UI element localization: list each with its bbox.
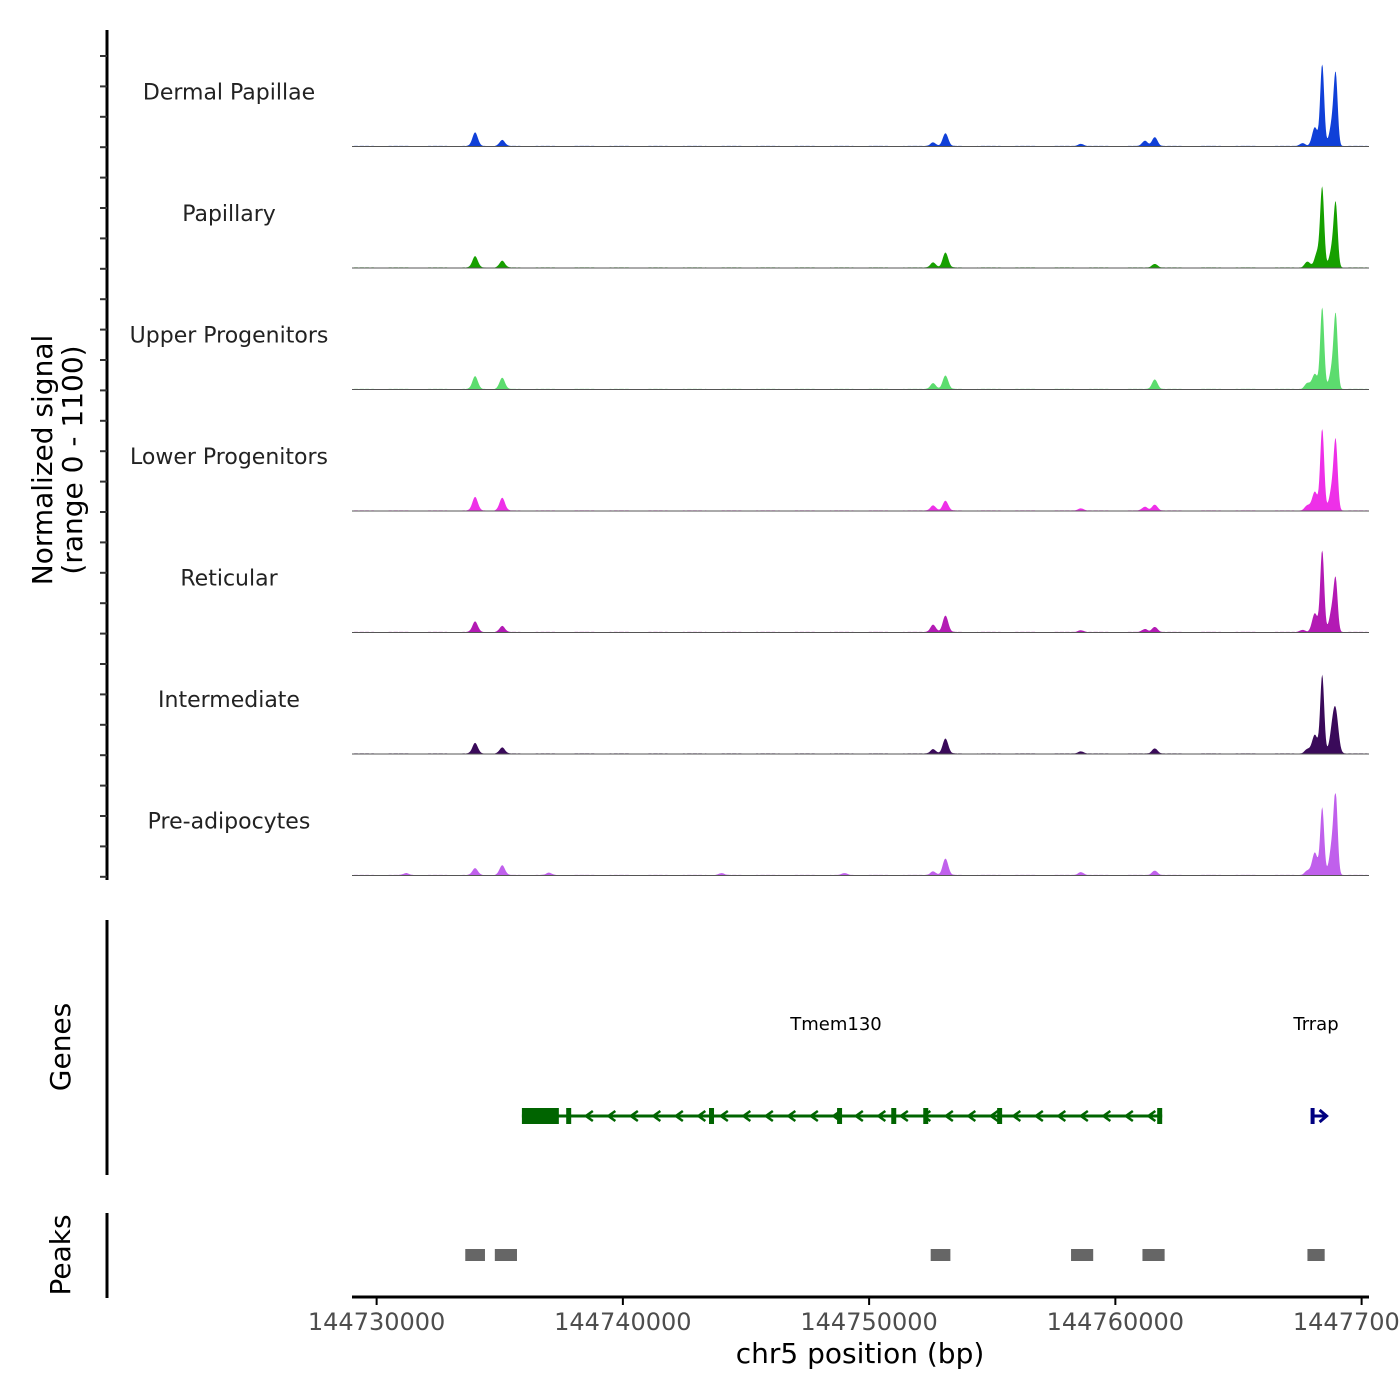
x-tick-label: 144760000	[1047, 1308, 1184, 1336]
strand-arrow	[696, 1109, 707, 1123]
signal-area	[352, 550, 1369, 633]
gene-label: Tmem130	[789, 1014, 882, 1035]
track-reticular: Reticular	[180, 550, 1369, 633]
peaks-panel-title: Peaks	[44, 1214, 77, 1295]
signal-area	[352, 307, 1369, 390]
strand-arrow	[673, 1109, 684, 1123]
strand-arrow	[786, 1109, 797, 1123]
gene-exon	[891, 1108, 897, 1124]
strand-arrow	[898, 1109, 909, 1123]
strand-arrow	[628, 1109, 639, 1123]
x-tick-label: 144750000	[800, 1308, 937, 1336]
strand-arrow	[966, 1109, 977, 1123]
gene-utr-block	[521, 1108, 559, 1124]
gene-exon	[997, 1108, 1003, 1124]
strand-arrow	[1011, 1109, 1022, 1123]
y-axis-title: Normalized signal(range 0 - 1100)	[26, 335, 89, 586]
genes-panel-title: Genes	[44, 1003, 77, 1091]
signal-area	[352, 64, 1369, 147]
strand-arrow	[808, 1109, 819, 1123]
track-intermediate: Intermediate	[158, 674, 1369, 755]
peak-region	[930, 1249, 951, 1261]
peak-region	[1142, 1249, 1165, 1261]
gene-trrap: Trrap	[1292, 1014, 1339, 1124]
signal-area	[352, 674, 1369, 754]
strand-arrow	[1101, 1109, 1112, 1123]
genes-panel: Genes Tmem130 Trrap	[44, 920, 1339, 1175]
track-dermal-papillae: Dermal Papillae	[143, 64, 1369, 147]
gene-exon	[1157, 1108, 1163, 1124]
x-axis: 144730000 144740000 144750000 144760000 1447…	[308, 1295, 1400, 1336]
strand-arrow	[1033, 1109, 1044, 1123]
signal-area	[352, 186, 1369, 268]
x-tick-label: 144770000	[1293, 1308, 1400, 1336]
strand-arrow	[853, 1109, 864, 1123]
strand-arrow	[763, 1109, 774, 1123]
gene-exon	[923, 1108, 929, 1124]
peak-region	[465, 1249, 485, 1261]
strand-arrow	[988, 1109, 999, 1123]
track-label: Reticular	[180, 567, 278, 592]
strand-arrow	[1078, 1109, 1089, 1123]
peak-region	[1307, 1249, 1325, 1261]
gene-exon	[1310, 1108, 1315, 1124]
signal-y-axis	[100, 30, 109, 880]
track-label: Upper Progenitors	[130, 324, 329, 349]
strand-arrow	[583, 1109, 594, 1123]
peak-region	[1071, 1249, 1094, 1261]
signal-area	[352, 429, 1369, 511]
peak-region	[494, 1249, 517, 1261]
track-lower-progenitors: Lower Progenitors	[130, 429, 1369, 512]
strand-arrow	[741, 1109, 752, 1123]
strand-arrow	[606, 1109, 617, 1123]
gene-label: Trrap	[1292, 1014, 1338, 1035]
strand-arrow	[876, 1109, 887, 1123]
gene-exon	[566, 1108, 572, 1124]
peaks-panel: Peaks	[44, 1213, 1325, 1298]
track-label: Pre-adipocytes	[148, 810, 311, 835]
x-tick-label: 144740000	[554, 1308, 691, 1336]
gene-exon	[837, 1108, 843, 1124]
x-tick-label: 144730000	[308, 1308, 445, 1336]
track-label: Lower Progenitors	[130, 445, 328, 470]
signal-tracks: Dermal Papillae Papillary Upper Progenitor…	[130, 64, 1369, 876]
track-papillary: Papillary	[182, 186, 1369, 269]
strand-arrow	[1123, 1109, 1134, 1123]
x-axis-title: chr5 position (bp)	[736, 1337, 985, 1370]
strand-arrow	[1056, 1109, 1067, 1123]
strand-arrow	[1318, 1108, 1329, 1124]
y-axis-title-line: (range 0 - 1100)	[56, 345, 89, 574]
gene-tmem130: Tmem130	[521, 1014, 1163, 1124]
track-pre-adipocytes: Pre-adipocytes	[148, 793, 1369, 876]
track-label: Dermal Papillae	[143, 81, 315, 106]
track-upper-progenitors: Upper Progenitors	[130, 307, 1369, 390]
strand-arrow	[718, 1109, 729, 1123]
gene-exon	[709, 1108, 715, 1124]
strand-arrow	[943, 1109, 954, 1123]
strand-arrow	[651, 1109, 662, 1123]
signal-area	[352, 793, 1369, 876]
strand-arrow	[1146, 1109, 1157, 1123]
track-label: Intermediate	[158, 688, 300, 713]
track-label: Papillary	[182, 202, 276, 227]
y-axis-title-line: Normalized signal	[26, 335, 59, 586]
